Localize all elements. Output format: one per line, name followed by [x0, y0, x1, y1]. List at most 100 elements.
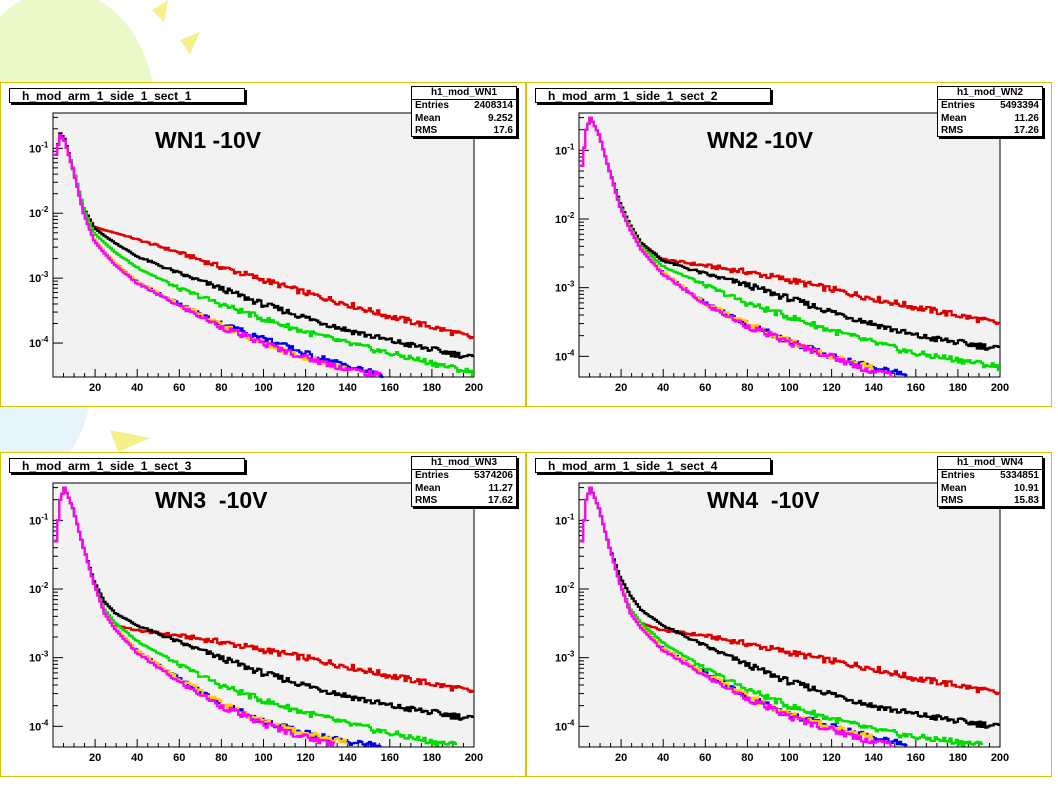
x-tick-label: 160: [907, 382, 925, 394]
stats-rms-label: RMS: [941, 495, 964, 506]
stats-entries-value: 2408314: [474, 100, 513, 111]
x-tick-label: 140: [865, 752, 883, 764]
histogram-title: h_mod_arm_1_side_1_sect_1: [9, 88, 245, 103]
x-tick-label: 60: [699, 752, 711, 764]
voltage-label: WN1 -10V: [155, 127, 262, 153]
x-tick-label: 120: [822, 382, 840, 394]
histogram-plot-1: 20 40 60 80 100 120 140 160 180 200 10-1 10-2 10-3 10…: [29, 112, 483, 394]
x-tick-label: 60: [173, 752, 185, 764]
series-group: [579, 116, 1000, 378]
y-tick-label: 10-4: [555, 718, 575, 733]
histogram-series-line: [579, 116, 893, 378]
y-tick-label: 10-1: [555, 142, 575, 157]
y-tick-label: 10-3: [29, 650, 49, 665]
x-tick-label: 200: [991, 752, 1009, 764]
histogram-series-line: [579, 116, 1000, 372]
stats-entries-value: 5334851: [1000, 470, 1039, 481]
histogram-panel-4: 20 40 60 80 100 120 140 160 180 200 10-1 10-2 10-3 10…: [526, 452, 1052, 777]
x-tick-label: 20: [615, 752, 627, 764]
histogram-series-line: [53, 134, 474, 377]
x-tick-label: 200: [465, 752, 483, 764]
stats-mean-label: Mean: [941, 112, 967, 124]
y-tick-label: 10-1: [29, 140, 49, 155]
histogram-series-line: [579, 486, 1000, 729]
stats-rms-label: RMS: [415, 495, 438, 506]
y-tick-label: 10-2: [555, 581, 575, 596]
series-group: [579, 486, 1000, 748]
series-group: [53, 132, 474, 378]
x-tick-label: 20: [615, 382, 627, 394]
y-tick-label: 10-3: [555, 280, 575, 295]
x-tick-label: 160: [381, 382, 399, 394]
x-tick-label: 80: [741, 382, 753, 394]
x-tick-label: 160: [907, 752, 925, 764]
stats-name: h1_mod_WN2: [938, 87, 1042, 100]
stats-box: h1_mod_WN3 Entries 5374206 Mean 11.27 RMS 1…: [411, 456, 517, 507]
x-tick-label: 140: [339, 752, 357, 764]
histogram-plot-3: 20 40 60 80 100 120 140 160 180 200 10-1 10-2 10-3 10…: [29, 482, 483, 764]
y-tick-label: 10-3: [29, 270, 49, 285]
stats-mean-value: 11.27: [488, 482, 513, 494]
y-tick-label: 10-2: [29, 205, 49, 220]
voltage-label: WN4 -10V: [707, 487, 820, 513]
stats-rms-label: RMS: [415, 125, 438, 136]
plot-area: [52, 112, 475, 378]
histogram-series-line: [53, 134, 474, 340]
x-tick-label: 100: [254, 752, 272, 764]
histogram-series-line: [53, 486, 474, 721]
voltage-label: WN2 -10V: [707, 127, 814, 153]
plot-area: [578, 112, 1001, 378]
stats-mean-label: Mean: [415, 482, 441, 494]
y-tick-label: 10-2: [555, 211, 575, 226]
x-tick-label: 40: [131, 752, 143, 764]
histogram-series-line: [579, 486, 893, 748]
background-ray-shape: [180, 32, 200, 54]
x-tick-label: 160: [381, 752, 399, 764]
stats-box: h1_mod_WN2 Entries 5493394 Mean 11.26 RMS 1…: [937, 86, 1043, 137]
stats-mean-label: Mean: [415, 112, 441, 124]
histogram-title: h_mod_arm_1_side_1_sect_4: [535, 458, 771, 473]
x-tick-label: 200: [991, 382, 1009, 394]
x-tick-label: 80: [741, 752, 753, 764]
histogram-series-line: [53, 486, 336, 747]
x-tick-label: 80: [215, 382, 227, 394]
y-tick-label: 10-4: [555, 348, 575, 363]
y-tick-label: 10-4: [29, 335, 49, 350]
x-tick-label: 80: [215, 752, 227, 764]
x-tick-label: 100: [780, 752, 798, 764]
stats-rms-value: 17.62: [487, 495, 513, 506]
x-tick-label: 20: [89, 752, 101, 764]
x-tick-label: 120: [296, 752, 314, 764]
stats-box: h1_mod_WN1 Entries 2408314 Mean 9.252 RMS 1…: [411, 86, 517, 137]
x-tick-label: 20: [89, 382, 101, 394]
x-tick-label: 180: [949, 382, 967, 394]
histogram-plot-4: 20 40 60 80 100 120 140 160 180 200 10-1 10-2 10-3 10…: [555, 482, 1009, 764]
histogram-series-line: [53, 486, 474, 693]
x-tick-label: 140: [339, 382, 357, 394]
stats-entries-value: 5493394: [1000, 100, 1039, 111]
x-tick-label: 60: [699, 382, 711, 394]
stats-mean-value: 9.252: [487, 112, 513, 124]
histogram-series-line: [53, 134, 382, 377]
stats-entries-value: 5374206: [474, 470, 513, 481]
histogram-series-line: [579, 486, 984, 747]
stats-entries-label: Entries: [415, 100, 449, 111]
background-ray-shape: [152, 0, 168, 22]
histogram-series-line: [53, 132, 474, 359]
stats-mean-label: Mean: [941, 482, 967, 494]
stats-name: h1_mod_WN3: [412, 457, 516, 470]
y-tick-label: 10-2: [29, 581, 49, 596]
x-tick-label: 180: [949, 752, 967, 764]
stats-rms-label: RMS: [941, 125, 964, 136]
stats-rms-value: 17.6: [493, 125, 513, 136]
stats-entries-label: Entries: [415, 470, 449, 481]
y-tick-label: 10-3: [555, 650, 575, 665]
stats-name: h1_mod_WN4: [938, 457, 1042, 470]
x-tick-label: 40: [131, 382, 143, 394]
x-tick-label: 120: [296, 382, 314, 394]
x-tick-label: 200: [465, 382, 483, 394]
histogram-title: h_mod_arm_1_side_1_sect_2: [535, 88, 771, 103]
y-tick-label: 10-4: [29, 718, 49, 733]
histogram-plot-2: 20 40 60 80 100 120 140 160 180 200 10-1 10-2 10-3 10…: [555, 112, 1009, 394]
histogram-panel-3: 20 40 60 80 100 120 140 160 180 200 10-1 10-2 10-3 10…: [0, 452, 526, 777]
